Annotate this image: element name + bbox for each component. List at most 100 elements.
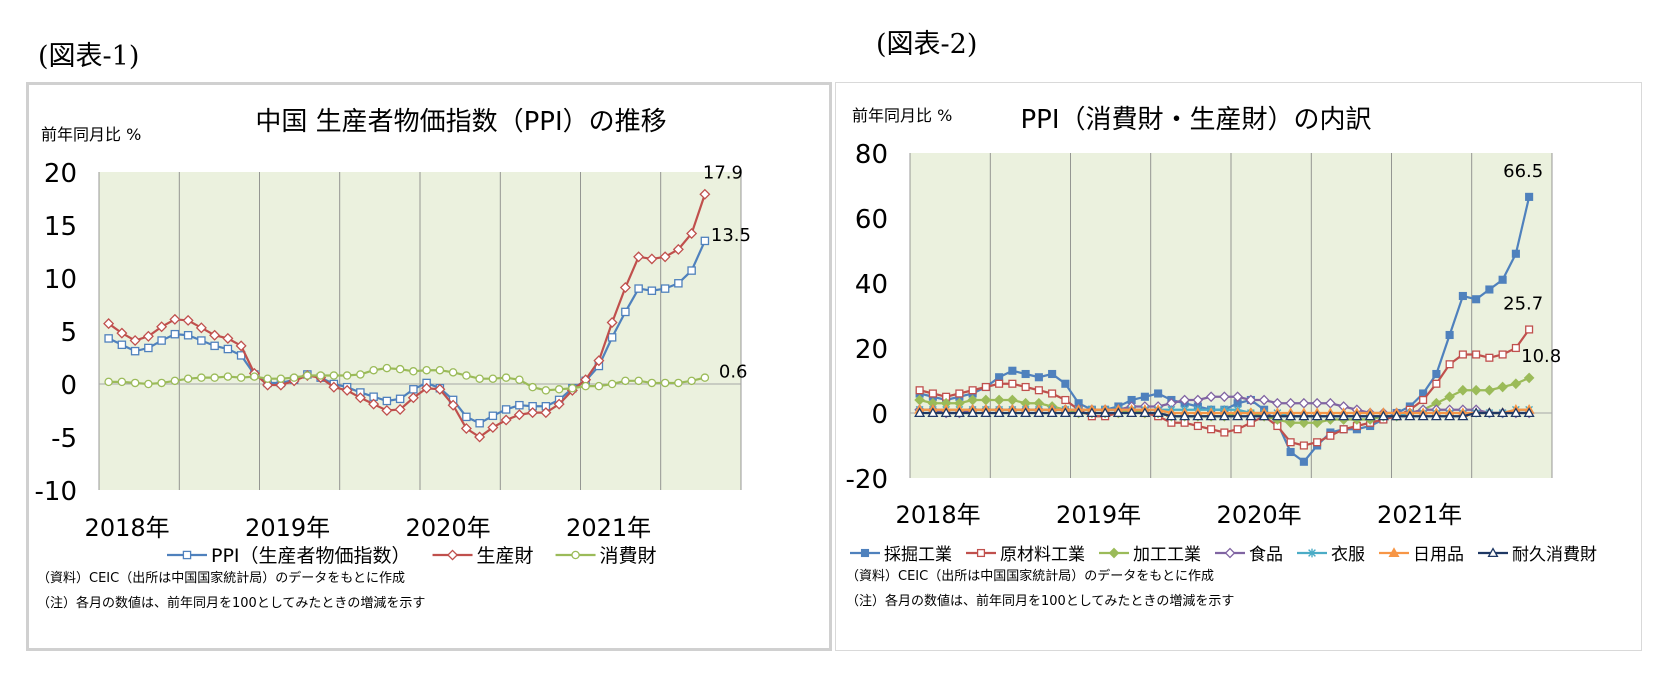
y-axis: 20 15 10 5 0 -5 -10 <box>35 159 77 507</box>
data-point <box>980 407 992 418</box>
y-tick-label: 80 <box>855 140 888 170</box>
x-axis: 2018年 2019年 2020年 2021年 <box>85 514 652 542</box>
data-point <box>356 370 365 379</box>
legend-item: 消費財 <box>555 545 657 567</box>
data-point <box>394 403 406 415</box>
data-point <box>1192 410 1204 421</box>
data-point <box>1046 407 1058 418</box>
data-point <box>170 376 180 386</box>
data-point <box>460 423 472 435</box>
data-point <box>686 227 698 239</box>
data-point <box>1483 407 1495 418</box>
data-point <box>354 392 366 404</box>
data-point <box>183 330 193 340</box>
data-point <box>368 398 380 410</box>
data-point <box>1457 410 1469 421</box>
data-point <box>1445 360 1454 369</box>
legend-item: 食品 <box>1215 545 1283 565</box>
x-tick-label: 2019年 <box>1056 501 1141 529</box>
data-point <box>250 372 259 381</box>
data-point <box>1445 330 1454 340</box>
data-point <box>210 341 219 351</box>
x-tick-label: 2019年 <box>245 514 330 542</box>
data-point <box>197 336 206 345</box>
data-point <box>1165 410 1177 421</box>
data-point <box>1140 392 1149 401</box>
x-tick-label: 2021年 <box>1377 501 1462 529</box>
data-point <box>1033 407 1045 418</box>
y-tick-label: 20 <box>44 159 77 189</box>
data-point <box>421 382 433 394</box>
data-point <box>475 374 484 383</box>
series-line <box>108 366 706 392</box>
legend-marker <box>860 548 870 558</box>
data-point <box>104 377 113 387</box>
data-point <box>1484 384 1495 396</box>
data-point <box>660 378 670 388</box>
data-point <box>993 407 1005 418</box>
data-point <box>409 367 418 376</box>
data-point <box>1154 389 1163 398</box>
chart-title: 中国 生産者物価指数（PPI）の推移 <box>255 107 666 137</box>
data-point <box>422 365 431 375</box>
footnote: （資料）CEIC（出所は中国国家統計局）のデータをもとに作成 <box>37 570 405 586</box>
legend: 採掘工業 原材料工業 加工工業 食品 衣服 日用品 耐久消費財 <box>850 545 1597 565</box>
data-point <box>407 392 419 404</box>
y-tick-label: -20 <box>846 465 888 495</box>
data-point <box>474 431 486 443</box>
data-point <box>1364 410 1376 421</box>
data-point <box>395 364 405 374</box>
legend-item: 日用品 <box>1379 545 1464 565</box>
footnote: （注）各月の数値は、前年同月を100としてみたときの増減を示す <box>846 593 1234 609</box>
legend-marker <box>571 550 580 560</box>
data-point <box>1285 417 1296 429</box>
data-point <box>434 383 446 395</box>
data-point <box>197 373 206 382</box>
data-point <box>1523 372 1535 384</box>
data-point <box>382 363 392 373</box>
legend: PPI（生産者物価指数） 生産財 消費財 <box>167 545 657 567</box>
legend-label: 日用品 <box>1413 545 1464 565</box>
data-point <box>646 253 658 265</box>
data-point <box>1457 384 1469 396</box>
data-point <box>700 236 710 246</box>
data-point <box>955 389 964 398</box>
legend-item: 採掘工業 <box>850 545 952 565</box>
y-tick-label: 0 <box>871 400 888 430</box>
series-line <box>108 240 706 425</box>
data-point <box>1498 275 1507 284</box>
data-point <box>1299 457 1308 466</box>
data-point <box>1245 394 1257 406</box>
data-point <box>157 336 166 345</box>
data-point <box>1008 366 1017 375</box>
data-point <box>1511 249 1520 258</box>
data-point <box>967 407 979 418</box>
data-point <box>1391 410 1403 421</box>
data-point <box>1205 410 1217 421</box>
data-point <box>144 379 153 389</box>
data-point <box>568 383 577 393</box>
data-point <box>554 385 564 394</box>
data-point <box>674 378 683 388</box>
data-point <box>674 279 683 288</box>
data-point <box>1485 353 1494 362</box>
data-label: 17.9 <box>703 162 743 183</box>
data-point <box>1021 382 1030 392</box>
data-point <box>1059 407 1071 418</box>
data-point <box>553 398 565 410</box>
data-point <box>940 407 952 418</box>
data-label: 66.5 <box>1503 161 1543 182</box>
data-point <box>914 407 926 418</box>
data-point <box>462 371 471 380</box>
legend-label: 加工工業 <box>1133 545 1201 565</box>
data-point <box>515 375 524 385</box>
data-point <box>342 371 352 380</box>
data-point <box>660 284 670 293</box>
footnote: （資料）CEIC（出所は中国国家統計局）のデータをもとに作成 <box>846 568 1214 584</box>
data-point <box>1218 410 1230 421</box>
legend-label: 消費財 <box>600 545 657 567</box>
data-point <box>1285 410 1297 421</box>
y-tick-label: 20 <box>855 335 888 365</box>
data-point <box>1286 447 1295 457</box>
data-point <box>1338 410 1350 421</box>
